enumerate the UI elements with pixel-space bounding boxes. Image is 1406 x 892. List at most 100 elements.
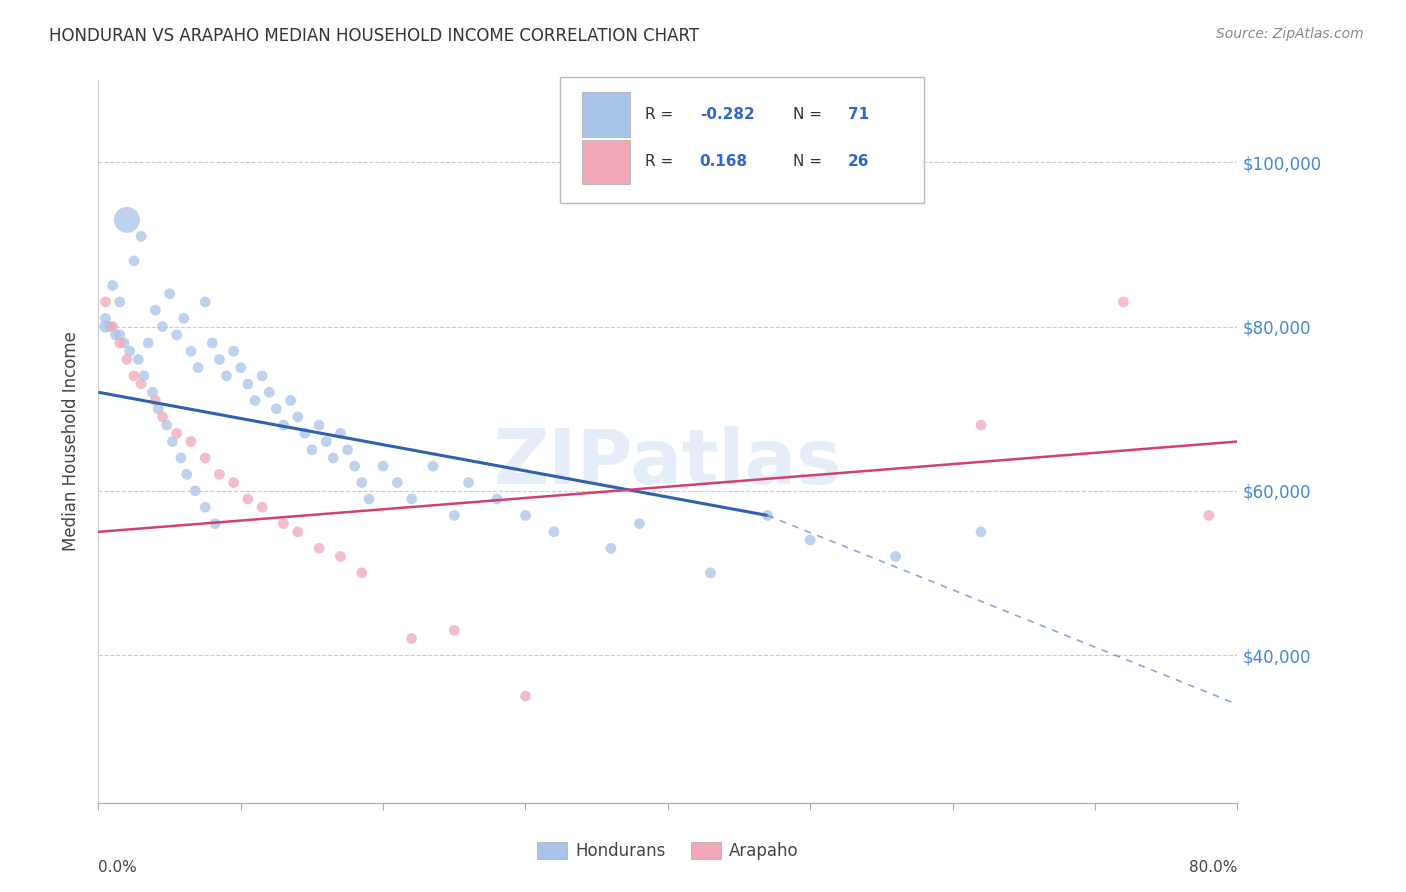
Point <box>94 295 117 310</box>
Text: ZIPatlas: ZIPatlas <box>494 426 842 500</box>
Point <box>243 393 266 408</box>
Point <box>156 418 179 433</box>
Point <box>94 319 117 334</box>
Point <box>236 491 259 506</box>
Point <box>329 549 352 564</box>
Point <box>145 303 167 318</box>
Point <box>1198 508 1220 523</box>
Point <box>401 491 423 506</box>
Point <box>357 491 380 506</box>
Point <box>101 319 124 334</box>
Point <box>259 385 281 400</box>
Point <box>266 401 288 416</box>
Point <box>115 352 138 367</box>
Point <box>1112 295 1135 310</box>
Point <box>336 442 359 457</box>
Point <box>443 624 465 638</box>
Point <box>166 426 188 441</box>
Point <box>273 516 295 531</box>
Point <box>194 450 217 465</box>
Point <box>756 508 779 523</box>
Point <box>222 475 245 490</box>
Point <box>486 491 509 506</box>
Point <box>101 278 124 293</box>
Point <box>600 541 623 556</box>
Point <box>229 360 252 375</box>
Point <box>194 295 217 310</box>
Point <box>699 566 721 580</box>
Point <box>329 426 352 441</box>
Point <box>170 450 193 465</box>
Point <box>108 327 131 342</box>
Point <box>122 253 145 268</box>
Point <box>115 212 138 227</box>
Point <box>308 541 330 556</box>
FancyBboxPatch shape <box>582 92 630 136</box>
Point <box>250 368 273 383</box>
Point <box>301 442 323 457</box>
Point <box>250 500 273 515</box>
Point <box>970 524 993 539</box>
Point <box>322 450 344 465</box>
Text: 0.0%: 0.0% <box>98 860 138 875</box>
Point <box>152 409 174 424</box>
Text: 26: 26 <box>848 154 869 169</box>
Legend: Hondurans, Arapaho: Hondurans, Arapaho <box>530 835 806 867</box>
Point <box>308 418 330 433</box>
Point <box>108 295 131 310</box>
Point <box>129 229 152 244</box>
Point <box>970 418 993 433</box>
Point <box>543 524 565 539</box>
Point <box>628 516 651 531</box>
Text: R =: R = <box>645 107 678 121</box>
Point <box>108 336 131 351</box>
Text: N =: N = <box>793 154 827 169</box>
Point <box>94 311 117 326</box>
Point <box>401 632 423 646</box>
Point <box>162 434 184 449</box>
Point <box>236 377 259 392</box>
Y-axis label: Median Household Income: Median Household Income <box>62 332 80 551</box>
Point <box>280 393 302 408</box>
Point <box>118 344 141 359</box>
Point <box>884 549 907 564</box>
Point <box>294 426 316 441</box>
Point <box>152 319 174 334</box>
Point <box>273 418 295 433</box>
Point <box>159 286 181 301</box>
Point <box>141 385 163 400</box>
Point <box>204 516 226 531</box>
Point <box>350 566 373 580</box>
Point <box>104 327 127 342</box>
Point <box>422 459 444 474</box>
Point <box>127 352 149 367</box>
FancyBboxPatch shape <box>582 139 630 185</box>
Point <box>515 508 537 523</box>
Point <box>166 327 188 342</box>
Point <box>201 336 224 351</box>
Point <box>208 467 231 482</box>
Point <box>112 336 135 351</box>
Point <box>287 409 309 424</box>
Text: R =: R = <box>645 154 683 169</box>
Text: N =: N = <box>793 107 827 121</box>
Point <box>799 533 821 547</box>
Point <box>173 311 195 326</box>
FancyBboxPatch shape <box>560 77 924 203</box>
Text: 80.0%: 80.0% <box>1189 860 1237 875</box>
Point <box>98 319 121 334</box>
Point <box>148 401 170 416</box>
Text: HONDURAN VS ARAPAHO MEDIAN HOUSEHOLD INCOME CORRELATION CHART: HONDURAN VS ARAPAHO MEDIAN HOUSEHOLD INC… <box>49 27 699 45</box>
Point <box>350 475 373 490</box>
Text: 0.168: 0.168 <box>700 154 748 169</box>
Point <box>136 336 159 351</box>
Point <box>194 500 217 515</box>
Text: Source: ZipAtlas.com: Source: ZipAtlas.com <box>1216 27 1364 41</box>
Point <box>180 434 202 449</box>
Point <box>373 459 395 474</box>
Point <box>222 344 245 359</box>
Point <box>132 368 155 383</box>
Point <box>129 377 152 392</box>
Point <box>176 467 198 482</box>
Point <box>315 434 337 449</box>
